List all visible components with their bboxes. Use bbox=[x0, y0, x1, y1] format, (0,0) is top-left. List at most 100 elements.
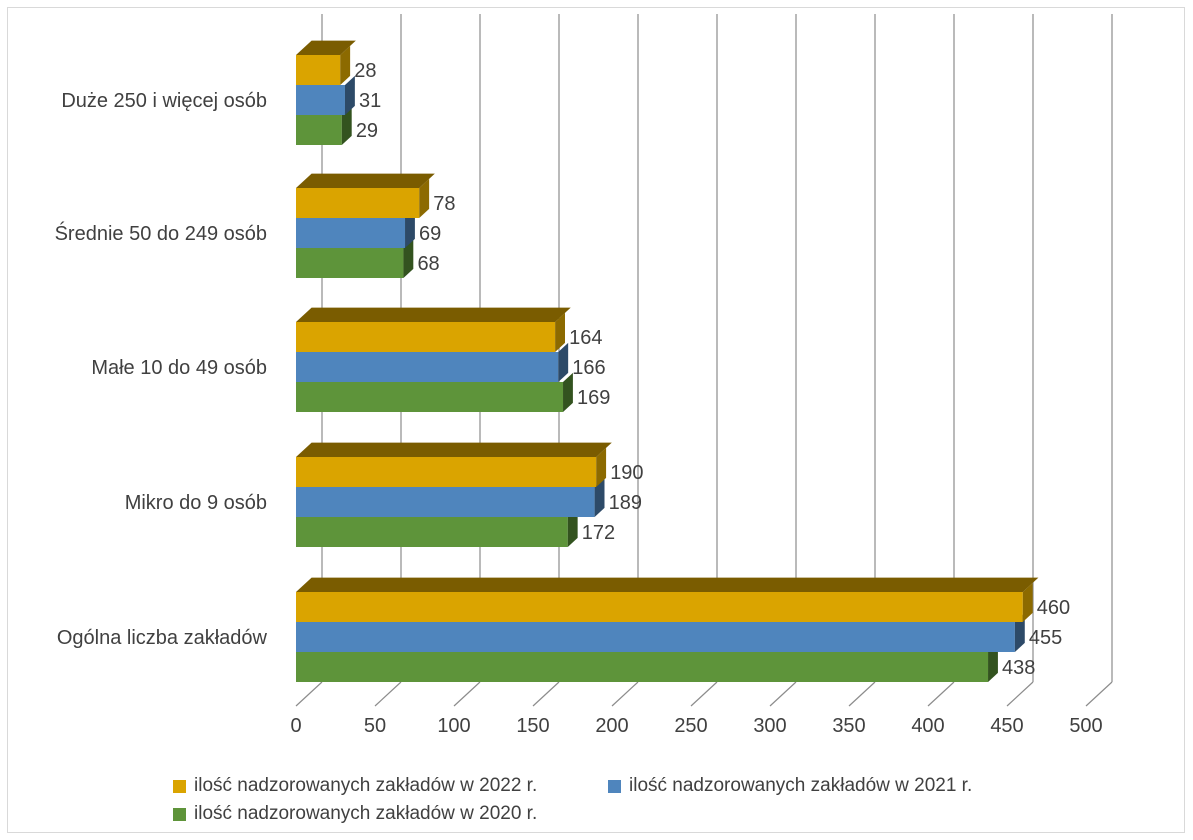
x-tick-label: 400 bbox=[911, 715, 944, 737]
bar: 438 bbox=[296, 642, 1035, 682]
bar-side bbox=[555, 312, 565, 352]
gridline-floor bbox=[848, 681, 876, 707]
bar: 164 bbox=[296, 307, 602, 352]
x-tick-label: 350 bbox=[832, 715, 865, 737]
bar: 172 bbox=[296, 507, 615, 547]
bars: 438 455 460 172 189 190 169 166 164 68 69 78 29 31 28 bbox=[296, 40, 1070, 682]
bar-side bbox=[1022, 582, 1033, 622]
bar-side bbox=[405, 208, 415, 248]
gridline-floor bbox=[1006, 681, 1034, 707]
data-label: 169 bbox=[577, 387, 610, 409]
bar-front bbox=[296, 188, 420, 218]
bar-side bbox=[596, 447, 607, 487]
legend-swatch bbox=[608, 779, 621, 793]
bar-side bbox=[563, 372, 573, 412]
bar-side bbox=[340, 45, 351, 85]
bar-front bbox=[296, 382, 564, 412]
bar: 166 bbox=[296, 342, 606, 382]
bar-side bbox=[344, 75, 355, 115]
bar-chart: 438455460172189190169166164686978293128 … bbox=[55, 14, 1113, 737]
x-tick-label: 300 bbox=[753, 715, 786, 737]
bar-front bbox=[296, 115, 342, 145]
gridline-floor bbox=[374, 681, 402, 707]
legend-swatch bbox=[173, 807, 186, 821]
bar-side bbox=[558, 342, 569, 382]
bar: 31 bbox=[296, 75, 381, 115]
bar-side bbox=[594, 477, 605, 517]
x-tick-label: 0 bbox=[290, 715, 301, 737]
bar-top bbox=[296, 173, 435, 188]
data-label: 78 bbox=[433, 193, 455, 215]
bar: 29 bbox=[296, 105, 378, 145]
bar-top bbox=[296, 307, 571, 322]
bar: 189 bbox=[296, 477, 642, 517]
data-label: 69 bbox=[419, 223, 441, 245]
x-tick-label: 150 bbox=[516, 715, 549, 737]
gridline-floor bbox=[611, 681, 639, 707]
bar: 78 bbox=[296, 173, 455, 218]
bar-side bbox=[567, 507, 578, 547]
legend-swatch bbox=[173, 779, 186, 793]
bar-front bbox=[296, 322, 556, 352]
data-label: 190 bbox=[610, 462, 643, 484]
bar-front bbox=[296, 592, 1023, 622]
bar: 460 bbox=[296, 577, 1070, 622]
bar-side bbox=[419, 178, 430, 218]
category-label: Mikro do 9 osób bbox=[125, 492, 267, 514]
legend-item: ilość nadzorowanych zakładów w 2020 r. bbox=[173, 803, 537, 825]
bar-side bbox=[988, 642, 998, 682]
legend-label: ilość nadzorowanych zakładów w 2021 r. bbox=[629, 775, 973, 796]
bar-front bbox=[296, 652, 989, 682]
legend-item: ilość nadzorowanych zakładów w 2022 r. bbox=[173, 775, 537, 797]
x-tick-label: 450 bbox=[990, 715, 1023, 737]
bar-side bbox=[1014, 612, 1025, 652]
bar-front bbox=[296, 352, 559, 382]
bar-top bbox=[296, 40, 356, 55]
x-tick-label: 250 bbox=[674, 715, 707, 737]
data-label: 31 bbox=[359, 90, 381, 112]
gridline-floor bbox=[690, 681, 718, 707]
bar-top bbox=[296, 577, 1039, 592]
category-label: Średnie 50 do 249 osób bbox=[55, 221, 267, 245]
data-label: 172 bbox=[582, 522, 615, 544]
data-label: 28 bbox=[354, 60, 376, 82]
bar: 455 bbox=[296, 612, 1062, 652]
bar-top bbox=[296, 442, 612, 457]
bar: 68 bbox=[296, 238, 440, 278]
category-label: Duże 250 i więcej osób bbox=[61, 90, 267, 112]
data-label: 166 bbox=[572, 357, 605, 379]
x-tick-label: 50 bbox=[364, 715, 386, 737]
gridline-floor bbox=[532, 681, 560, 707]
data-label: 460 bbox=[1037, 597, 1070, 619]
bar-front bbox=[296, 218, 406, 248]
legend-item: ilość nadzorowanych zakładów w 2021 r. bbox=[608, 775, 972, 797]
bar-front bbox=[296, 517, 568, 547]
x-tick-label: 100 bbox=[437, 715, 470, 737]
data-label: 438 bbox=[1002, 657, 1035, 679]
bar: 69 bbox=[296, 208, 441, 248]
category-label: Małe 10 do 49 osób bbox=[91, 357, 267, 379]
bar-front bbox=[296, 622, 1015, 652]
gridline-floor bbox=[769, 681, 797, 707]
data-label: 29 bbox=[356, 120, 378, 142]
bar-front bbox=[296, 248, 404, 278]
category-labels: Ogólna liczba zakładów Mikro do 9 osób Mał… bbox=[55, 90, 268, 649]
x-tick-labels: 0 50 100 150 200 250 300 350 400 450 500 bbox=[290, 715, 1102, 737]
bar-front bbox=[296, 487, 595, 517]
legend-label: ilość nadzorowanych zakładów w 2020 r. bbox=[194, 803, 538, 824]
bar-side bbox=[341, 105, 352, 145]
bar: 169 bbox=[296, 372, 610, 412]
gridline-floor bbox=[295, 681, 323, 707]
gridline-floor bbox=[1085, 681, 1113, 707]
bar-front bbox=[296, 55, 341, 85]
bar: 190 bbox=[296, 442, 644, 487]
data-label: 189 bbox=[609, 492, 642, 514]
x-tick-label: 500 bbox=[1069, 715, 1102, 737]
gridline-floor bbox=[453, 681, 481, 707]
data-label: 68 bbox=[417, 253, 439, 275]
data-label: 455 bbox=[1029, 627, 1062, 649]
data-label: 164 bbox=[569, 327, 602, 349]
bar: 28 bbox=[296, 40, 376, 85]
x-tick-label: 200 bbox=[595, 715, 628, 737]
bar-front bbox=[296, 457, 597, 487]
